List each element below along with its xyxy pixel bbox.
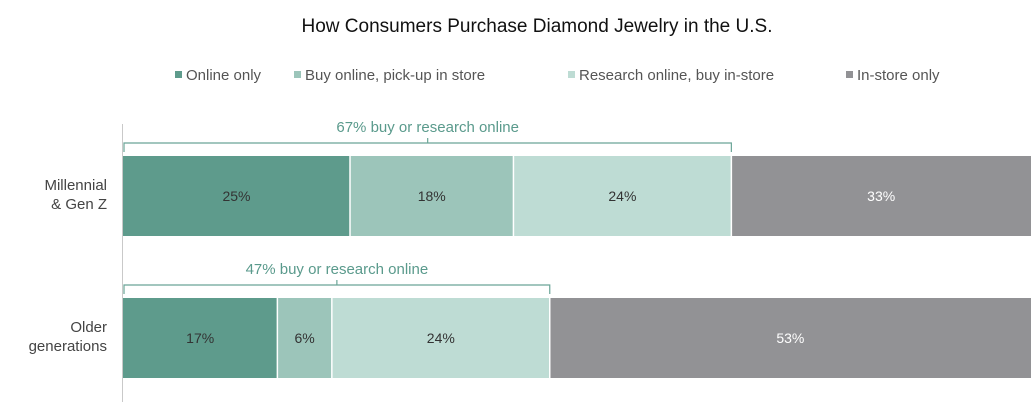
legend-label-online-only: Online only <box>186 67 262 84</box>
bracket-older-generations-label: 47% buy or research online <box>246 261 429 278</box>
data-label-older-generations-buy-online-pick-up-in-store: 6% <box>294 330 314 346</box>
bracket-older-generations <box>123 280 551 294</box>
legend: Online only Buy online, pick-up in store R… <box>175 67 940 84</box>
bracket-millennial-gen-z-label: 67% buy or research online <box>336 119 519 136</box>
data-label-millennial-gen-z-online-only: 25% <box>222 188 250 204</box>
bar-segment-millennial-gen-z-online-only <box>123 156 350 236</box>
category-label-older-generations: Older generations <box>29 319 107 355</box>
bar-segment-older-generations-buy-online-pick-up-in-store <box>277 298 332 378</box>
bar-segment-older-generations-research-online-buy-in-store <box>331 298 550 378</box>
legend-swatch-online-only <box>175 71 182 78</box>
data-label-millennial-gen-z-buy-online-pick-up-in-store: 18% <box>418 188 446 204</box>
legend-swatch-in-store-only <box>846 71 853 78</box>
legend-label-buy-online-pick-up-in-store: Buy online, pick-up in store <box>305 67 485 84</box>
bracket-millennial-gen-z <box>123 138 732 152</box>
bar-segment-older-generations-in-store-only <box>549 298 1031 378</box>
legend-label-research-online-buy-in-store: Research online, buy in-store <box>579 67 774 84</box>
legend-swatch-buy-online-pick-up-in-store <box>294 71 301 78</box>
data-label-millennial-gen-z-in-store-only: 33% <box>867 188 895 204</box>
data-label-older-generations-research-online-buy-in-store: 24% <box>427 330 455 346</box>
legend-swatch-research-online-buy-in-store <box>568 71 575 78</box>
bar-segment-millennial-gen-z-in-store-only <box>731 156 1031 236</box>
bars-group: Millennial & Gen Z 25% 18% 24% 33% Older genera… <box>29 119 1031 378</box>
bar-segment-millennial-gen-z-buy-online-pick-up-in-store <box>350 156 514 236</box>
data-label-older-generations-online-only: 17% <box>186 330 214 346</box>
data-label-older-generations-in-store-only: 53% <box>776 330 804 346</box>
data-label-millennial-gen-z-research-online-buy-in-store: 24% <box>608 188 636 204</box>
bar-segment-millennial-gen-z-research-online-buy-in-store <box>513 156 732 236</box>
category-label-millennial-gen-z: Millennial & Gen Z <box>44 177 107 213</box>
chart-title: How Consumers Purchase Diamond Jewelry i… <box>302 16 773 37</box>
legend-label-in-store-only: In-store only <box>857 67 940 84</box>
bar-segment-older-generations-online-only <box>123 298 278 378</box>
